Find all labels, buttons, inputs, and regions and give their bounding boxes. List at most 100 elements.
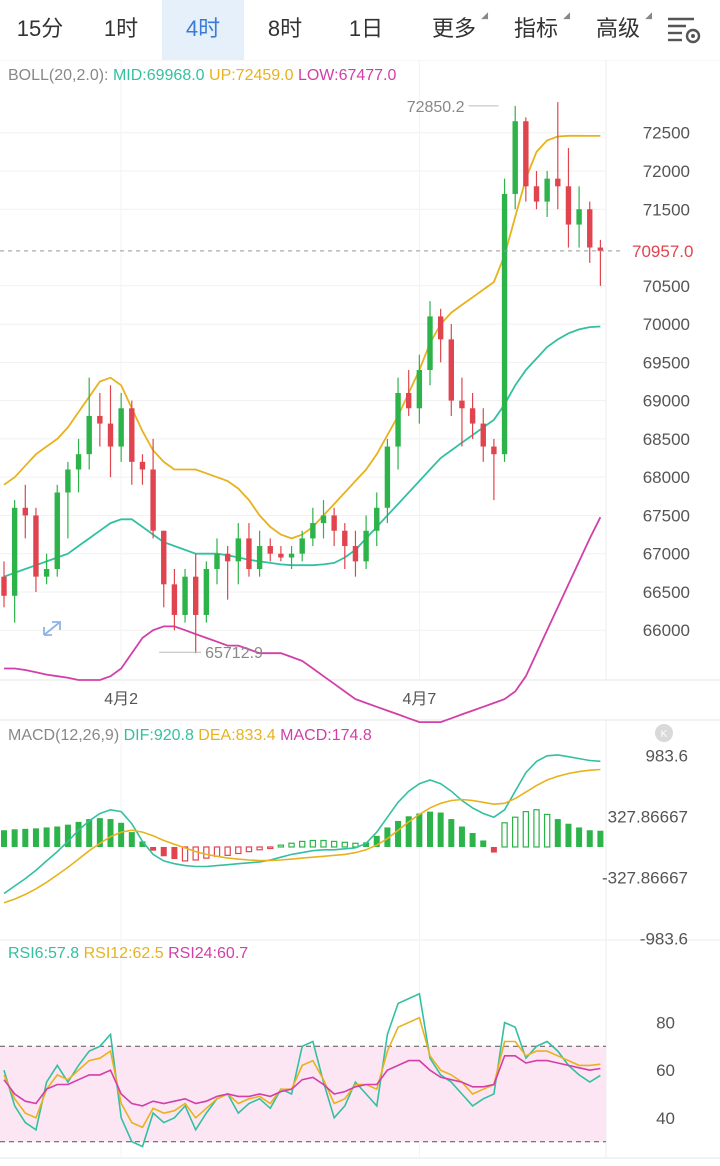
tab-1h[interactable]: 1时: [103, 16, 139, 41]
macd-dif-line: [3, 754, 601, 895]
macd-bar: [352, 842, 359, 848]
macd-bar: [511, 816, 519, 848]
candle-body: [256, 546, 263, 570]
candle-body: [406, 392, 412, 409]
candle-body: [310, 523, 316, 539]
candle-body: [363, 530, 369, 562]
price-tick-label: 67500: [643, 506, 690, 525]
macd-bar: [543, 813, 551, 848]
macd-bar: [96, 818, 103, 847]
low-marker-label: 65712.9: [205, 645, 263, 662]
candle-body: [65, 469, 71, 493]
macd-bar: [341, 841, 349, 848]
candle-body: [320, 515, 327, 524]
candle-body: [278, 553, 284, 558]
rsi24-line: [3, 1054, 601, 1107]
candle-body: [139, 461, 146, 470]
macd-bar: [203, 846, 210, 859]
macd-bar: [277, 844, 285, 848]
boll-mid-line: [3, 325, 601, 578]
candle-body: [395, 392, 401, 447]
price-tick-label: 68000: [643, 468, 690, 487]
dropdown-triangle-icon: ◢: [481, 10, 488, 20]
candle-body: [107, 423, 114, 447]
candle-body: [75, 454, 82, 470]
macd-tick-label: -983.6: [640, 929, 688, 948]
candle-body: [22, 507, 28, 516]
tab-more[interactable]: 更多 ◢: [418, 0, 490, 60]
tab-8h[interactable]: 8时: [267, 16, 303, 41]
dropdown-triangle-icon: ◢: [645, 10, 652, 20]
macd-bar: [213, 846, 221, 857]
macd-bar: [160, 846, 167, 857]
expand-icon: [43, 621, 61, 636]
rsi6-line: [3, 992, 601, 1148]
macd-bar: [309, 839, 317, 848]
macd-bar: [75, 821, 82, 847]
candle-body: [523, 121, 529, 187]
macd-corner-badge-glyph: K: [661, 729, 668, 740]
macd-bar: [64, 824, 71, 847]
candle-body: [501, 193, 508, 455]
price-tick-label: 68500: [643, 430, 690, 449]
macd-bar: [288, 842, 295, 848]
tab-1d[interactable]: 1日: [348, 16, 384, 41]
candle-body: [459, 400, 465, 409]
macd-bar: [107, 819, 114, 847]
macd-bar: [11, 829, 18, 847]
candle-body: [416, 370, 423, 409]
candle-body: [597, 247, 604, 251]
macd-bar: [533, 809, 540, 848]
candle-body: [352, 546, 359, 562]
tab-indicators[interactable]: 指标 ◢: [500, 0, 572, 60]
rsi-tick-label: 60: [656, 1061, 675, 1080]
macd-bar: [586, 830, 593, 847]
macd-bar: [224, 846, 231, 856]
macd-bar: [181, 846, 189, 862]
macd-bar: [43, 827, 50, 847]
macd-bar: [54, 826, 61, 847]
boll-upper-line: [3, 134, 601, 540]
candle-body: [1, 576, 7, 596]
high-marker-label: 72850.2: [407, 99, 465, 116]
macd-bar: [32, 828, 39, 847]
macd-corner-badge: [655, 724, 673, 742]
candle-body: [374, 507, 380, 531]
macd-bar: [1, 830, 7, 847]
candle-body: [437, 316, 444, 340]
candle-body: [118, 408, 124, 447]
date-tick-label: 4月2: [104, 691, 138, 708]
macd-bar: [437, 812, 444, 847]
boll-legend: BOLL(20,2.0): MID:69968.0 UP:72459.0 LOW…: [8, 67, 397, 84]
tab-4h[interactable]: 4时: [162, 0, 244, 60]
macd-bar: [235, 846, 242, 855]
macd-bar: [320, 839, 327, 848]
candle-body: [86, 415, 92, 455]
macd-legend: MACD(12,26,9) DIF:920.8 DEA:833.4 MACD:1…: [8, 727, 372, 744]
price-tick-label: 72000: [643, 162, 690, 181]
chart-canvas[interactable]: 72500 72000 71500 70500 70000 69500 69000 68500…: [0, 60, 720, 1166]
candle-body: [555, 178, 561, 187]
candle-body: [214, 553, 220, 570]
candle-body: [150, 469, 156, 531]
candle-body: [267, 546, 273, 554]
macd-bar: [245, 846, 253, 853]
tab-advanced[interactable]: 高级 ◢: [582, 0, 654, 60]
macd-bar: [416, 813, 423, 847]
candle-body: [427, 316, 433, 370]
chart-settings-icon[interactable]: [664, 14, 704, 46]
macd-bar: [128, 832, 135, 847]
price-tick-label: 71500: [643, 200, 690, 219]
candle-body: [491, 446, 497, 455]
candle-body: [512, 121, 518, 194]
candle-body: [224, 553, 231, 562]
dropdown-triangle-icon: ◢: [563, 10, 570, 20]
macd-bar: [522, 811, 530, 848]
candle-body: [565, 186, 572, 225]
macd-bar: [22, 828, 29, 847]
macd-bar: [469, 833, 476, 847]
tab-15min[interactable]: 15分: [16, 16, 64, 41]
macd-bar: [427, 811, 433, 847]
rsi-band-fill: [0, 1046, 606, 1142]
macd-bar: [299, 840, 306, 848]
